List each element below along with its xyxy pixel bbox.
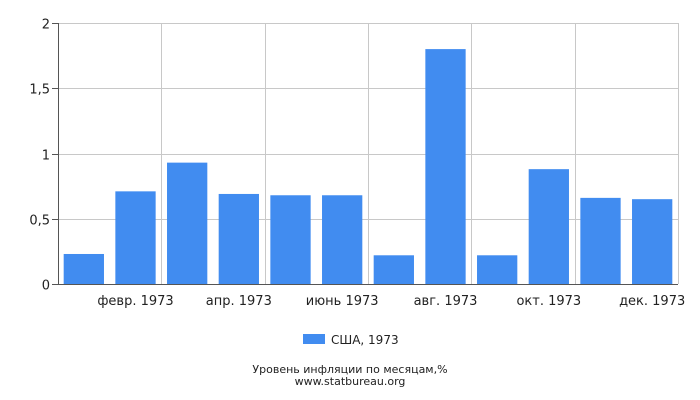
y-tick-label: 0,5 — [29, 214, 50, 229]
source-link[interactable]: www.statbureau.org — [294, 375, 406, 388]
legend: США, 1973 — [303, 333, 399, 347]
x-tick-label: апр. 1973 — [206, 294, 272, 309]
x-tick-label: окт. 1973 — [516, 294, 581, 309]
bar-8 — [425, 49, 466, 284]
bar-4 — [218, 193, 259, 284]
labels-layer: 0 0,5 1 1,5 2 февр. 1973 апр. 1973 июнь 1973 авг… — [29, 18, 685, 310]
x-tick-label: авг. 1973 — [414, 294, 478, 309]
axes-layer — [52, 23, 678, 285]
bar-11 — [580, 197, 621, 284]
bars-layer — [63, 49, 673, 284]
bar-12 — [632, 199, 673, 284]
chart-title: Уровень инфляции по месяцам,% — [252, 363, 448, 376]
bar-1 — [63, 253, 104, 284]
bar-10 — [528, 169, 569, 284]
x-tick-label: дек. 1973 — [619, 294, 685, 309]
bar-5 — [270, 195, 311, 284]
y-tick-label: 2 — [42, 18, 50, 33]
y-tick-label: 0 — [42, 279, 50, 294]
x-tick-label: февр. 1973 — [97, 294, 173, 309]
x-tick-label: июнь 1973 — [306, 294, 379, 309]
bar-2 — [115, 191, 156, 284]
y-tick-label: 1,5 — [29, 83, 50, 98]
grid-layer — [58, 23, 679, 284]
legend-label: США, 1973 — [331, 333, 399, 347]
y-tick-label: 1 — [42, 149, 50, 164]
bar-9 — [477, 255, 518, 284]
bar-7 — [373, 255, 414, 284]
bar-3 — [167, 162, 208, 284]
legend-swatch — [303, 334, 325, 344]
bar-6 — [322, 195, 363, 284]
